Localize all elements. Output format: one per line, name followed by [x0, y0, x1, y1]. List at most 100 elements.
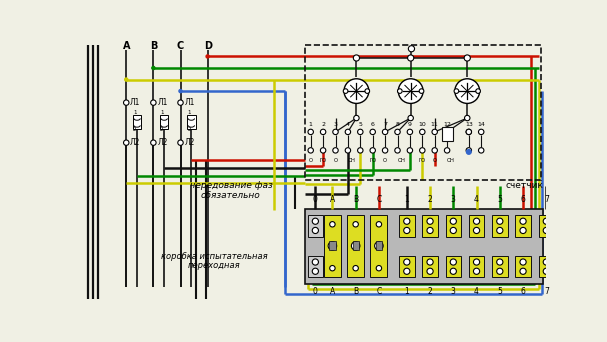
Bar	[399, 256, 415, 277]
Bar	[422, 256, 438, 277]
Circle shape	[404, 268, 410, 274]
Text: 7: 7	[544, 287, 549, 297]
Circle shape	[497, 268, 503, 274]
Text: C: C	[376, 195, 382, 204]
Circle shape	[432, 129, 438, 135]
Bar	[308, 256, 323, 277]
Circle shape	[370, 148, 375, 153]
Bar	[305, 209, 543, 284]
Circle shape	[343, 89, 348, 93]
Text: 1: 1	[404, 287, 409, 297]
Bar	[370, 215, 387, 277]
Circle shape	[409, 46, 415, 52]
Circle shape	[473, 218, 480, 224]
Text: О: О	[309, 158, 313, 163]
Circle shape	[408, 115, 413, 121]
Circle shape	[353, 222, 358, 227]
Text: 4: 4	[474, 195, 479, 204]
Text: 9: 9	[408, 122, 412, 127]
Circle shape	[382, 148, 388, 153]
Text: 4: 4	[346, 122, 350, 127]
Circle shape	[520, 259, 526, 265]
Circle shape	[398, 79, 423, 103]
Circle shape	[365, 89, 370, 93]
Bar	[187, 115, 195, 129]
Text: 2: 2	[133, 127, 137, 132]
Circle shape	[382, 129, 388, 135]
Circle shape	[404, 259, 410, 265]
Circle shape	[151, 140, 156, 145]
Text: О: О	[433, 158, 436, 163]
Bar	[376, 241, 382, 250]
Circle shape	[427, 268, 433, 274]
Text: Л2: Л2	[130, 138, 140, 147]
Circle shape	[124, 140, 129, 145]
Text: 6: 6	[521, 195, 526, 204]
Text: 12: 12	[443, 122, 451, 127]
Circle shape	[473, 268, 480, 274]
Circle shape	[178, 100, 183, 105]
Text: 14: 14	[477, 122, 485, 127]
Text: коробка испытательная: коробка испытательная	[160, 252, 267, 261]
Bar	[446, 215, 461, 237]
Circle shape	[478, 148, 484, 153]
Text: 0: 0	[313, 287, 318, 297]
Text: Л2: Л2	[157, 138, 168, 147]
Text: Л2: Л2	[185, 138, 195, 147]
Circle shape	[419, 89, 424, 93]
Circle shape	[395, 129, 400, 135]
Bar	[469, 256, 484, 277]
Text: A: A	[330, 195, 335, 204]
Text: ГО: ГО	[419, 158, 426, 163]
Circle shape	[124, 100, 129, 105]
Bar	[160, 115, 169, 129]
Circle shape	[404, 227, 410, 234]
Text: Л1: Л1	[157, 98, 168, 107]
Bar	[469, 215, 484, 237]
Circle shape	[124, 78, 128, 81]
Circle shape	[450, 259, 456, 265]
Circle shape	[476, 89, 480, 93]
Bar	[422, 215, 438, 237]
Text: 2: 2	[160, 127, 164, 132]
Circle shape	[497, 259, 503, 265]
Text: A: A	[123, 41, 130, 51]
Circle shape	[152, 66, 155, 69]
Circle shape	[345, 148, 351, 153]
Circle shape	[497, 227, 503, 234]
Text: ОН: ОН	[447, 158, 455, 163]
Circle shape	[455, 79, 480, 103]
Text: B: B	[353, 287, 358, 297]
Text: 8: 8	[396, 122, 399, 127]
Circle shape	[312, 227, 319, 234]
Text: B: B	[353, 195, 358, 204]
Text: ГО: ГО	[319, 158, 327, 163]
Circle shape	[178, 140, 183, 145]
Text: 6: 6	[521, 287, 526, 297]
Circle shape	[407, 148, 413, 153]
Circle shape	[497, 218, 503, 224]
Circle shape	[358, 129, 363, 135]
Circle shape	[427, 259, 433, 265]
Circle shape	[344, 79, 369, 103]
Text: 5: 5	[497, 287, 502, 297]
Text: 5: 5	[497, 195, 502, 204]
Circle shape	[427, 227, 433, 234]
Circle shape	[320, 148, 326, 153]
Text: 1: 1	[133, 110, 137, 115]
Circle shape	[179, 90, 182, 93]
Circle shape	[407, 55, 414, 61]
Text: 1: 1	[188, 110, 191, 115]
Bar	[515, 215, 531, 237]
Circle shape	[450, 268, 456, 274]
Circle shape	[543, 227, 549, 234]
Circle shape	[543, 218, 549, 224]
Circle shape	[464, 115, 470, 121]
Text: 7: 7	[383, 122, 387, 127]
Text: D: D	[203, 41, 212, 51]
Circle shape	[407, 129, 413, 135]
Circle shape	[375, 242, 383, 250]
Bar	[308, 215, 323, 237]
Circle shape	[206, 55, 209, 58]
Circle shape	[370, 129, 375, 135]
